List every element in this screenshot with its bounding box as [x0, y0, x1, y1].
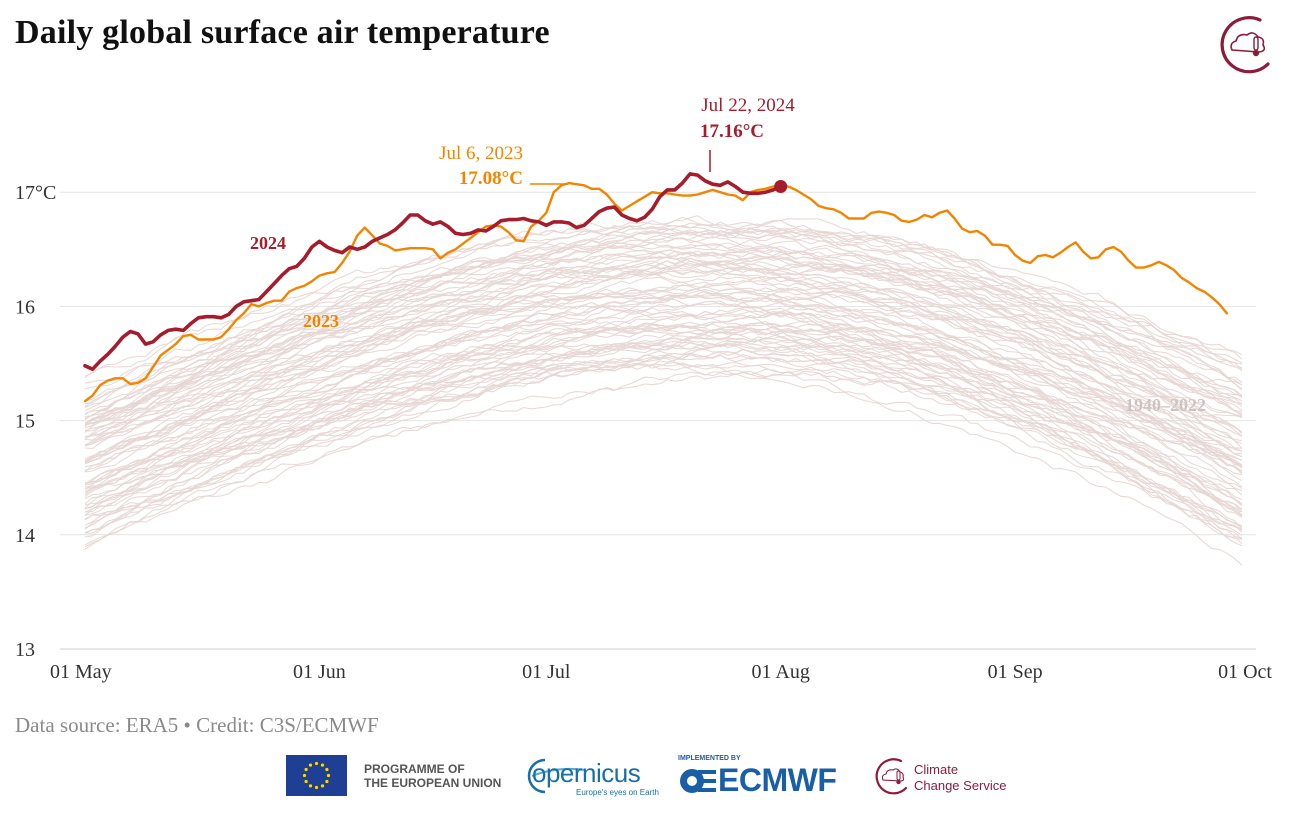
climate-change-service-footer-icon — [875, 758, 908, 795]
ecmwf-implemented-by: IMPLEMENTED BY — [678, 755, 741, 762]
copernicus-wordmark: opernicus — [532, 758, 641, 788]
ecmwf-wordmark: ECMWF — [718, 762, 837, 798]
historical-line-1960 — [84, 332, 1243, 513]
historical-line-1987 — [84, 283, 1243, 449]
highlight-series-layer — [83, 172, 1229, 403]
historical-line-2020 — [84, 231, 1243, 384]
historical-line-1985 — [84, 284, 1243, 471]
historical-line-1976 — [84, 310, 1243, 473]
x-tick-label: 01 Jun — [293, 661, 346, 683]
eu-flag-icon — [286, 755, 347, 796]
page-title: Daily global surface air temperature — [15, 14, 550, 51]
historical-line-2019 — [84, 227, 1243, 402]
historical-line-1962 — [84, 322, 1243, 517]
series-label-2024: 2024 — [250, 233, 286, 253]
historical-line-1943 — [84, 362, 1243, 541]
historical-line-1959 — [84, 323, 1243, 513]
historical-line-1980 — [84, 288, 1243, 461]
climate-change-service-logo-icon — [1220, 16, 1270, 74]
historical-line-2014 — [84, 236, 1243, 419]
historical-line-1994 — [84, 273, 1243, 446]
historical-line-2011 — [84, 224, 1243, 429]
historical-line-2006 — [84, 244, 1243, 426]
x-tick-label: 01 May — [50, 661, 112, 683]
ecmwf-mark-icon — [680, 769, 716, 793]
y-tick-label: 15 — [15, 411, 35, 433]
x-tick-label: 01 Sep — [988, 661, 1043, 683]
historical-line-2018 — [84, 218, 1243, 377]
eu-line-2: THE EUROPEAN UNION — [364, 776, 502, 790]
historical-line-2004 — [84, 257, 1243, 434]
eu-line-1: PROGRAMME OF — [364, 762, 465, 776]
series-line-2024 — [83, 172, 783, 372]
historical-line-1941 — [84, 363, 1243, 566]
historical-line-1968 — [84, 316, 1243, 509]
axis-labels: 13 14 15 16 17°C 01 May 01 Jun 01 Jul 01 Aug 01 S… — [15, 182, 1272, 683]
x-tick-label: 01 Aug — [752, 661, 810, 683]
historical-line-1999 — [84, 255, 1243, 437]
y-tick-label: 14 — [15, 525, 35, 547]
series-label-historical: 1940–2022 — [1125, 395, 1206, 415]
annotation-2023-value: 17.08°C — [459, 168, 523, 189]
eu-programme-text: PROGRAMME OF THE EUROPEAN UNION — [364, 762, 501, 790]
annotation-2024-date: Jul 22, 2024 — [701, 95, 795, 116]
copernicus-tagline: Europe's eyes on Earth — [576, 788, 659, 797]
historical-line-1954 — [84, 339, 1243, 527]
historical-line-1946 — [84, 369, 1243, 548]
historical-line-1940 — [84, 368, 1243, 545]
series-line-2023 — [83, 181, 1229, 403]
historical-line-2008 — [84, 244, 1243, 432]
temperature-chart: 13 14 15 16 17°C 01 May 01 Jun 01 Jul 01 Aug 01 S… — [15, 95, 1272, 683]
historical-line-2003 — [84, 251, 1243, 420]
historical-line-2001 — [84, 255, 1243, 446]
historical-line-2022 — [84, 220, 1243, 390]
y-tick-label: 16 — [15, 296, 35, 318]
annotations: Jul 22, 2024 17.16°C Jul 6, 2023 17.08°C — [439, 95, 795, 189]
historical-series-layer — [84, 215, 1243, 566]
x-tick-label: 01 Jul — [522, 661, 571, 683]
historical-line-2009 — [84, 236, 1243, 420]
series-labels: 2024 2023 1940–2022 — [250, 233, 1206, 415]
annotation-2024-value: 17.16°C — [700, 121, 764, 142]
copernicus-swoosh-icon — [527, 758, 586, 794]
climate-change-service-text: Climate Change Service — [914, 762, 1007, 794]
series-2024-endpoint-marker — [774, 179, 788, 193]
historical-line-2007 — [84, 239, 1243, 414]
historical-line-1991 — [84, 256, 1243, 465]
historical-line-2000 — [84, 260, 1243, 440]
data-source-credit: Data source: ERA5 • Credit: C3S/ECMWF — [15, 713, 379, 737]
x-tick-label: 01 Oct — [1218, 661, 1272, 683]
series-label-2023: 2023 — [303, 311, 339, 331]
ccs-line-2: Change Service — [914, 778, 1007, 793]
historical-line-1957 — [84, 343, 1243, 496]
historical-line-2021 — [84, 230, 1243, 390]
historical-line-1992 — [84, 262, 1243, 437]
annotation-2023-date: Jul 6, 2023 — [439, 143, 523, 164]
partner-logos: PROGRAMME OF THE EUROPEAN UNION opernicu… — [0, 752, 1290, 802]
historical-line-1951 — [84, 354, 1243, 536]
historical-line-1998 — [84, 268, 1243, 441]
y-tick-label: 17°C — [15, 182, 56, 204]
ccs-line-1: Climate — [914, 762, 959, 777]
y-tick-label: 13 — [15, 639, 35, 661]
historical-line-1956 — [84, 337, 1243, 510]
historical-line-1958 — [84, 342, 1243, 517]
historical-line-1982 — [84, 276, 1243, 482]
